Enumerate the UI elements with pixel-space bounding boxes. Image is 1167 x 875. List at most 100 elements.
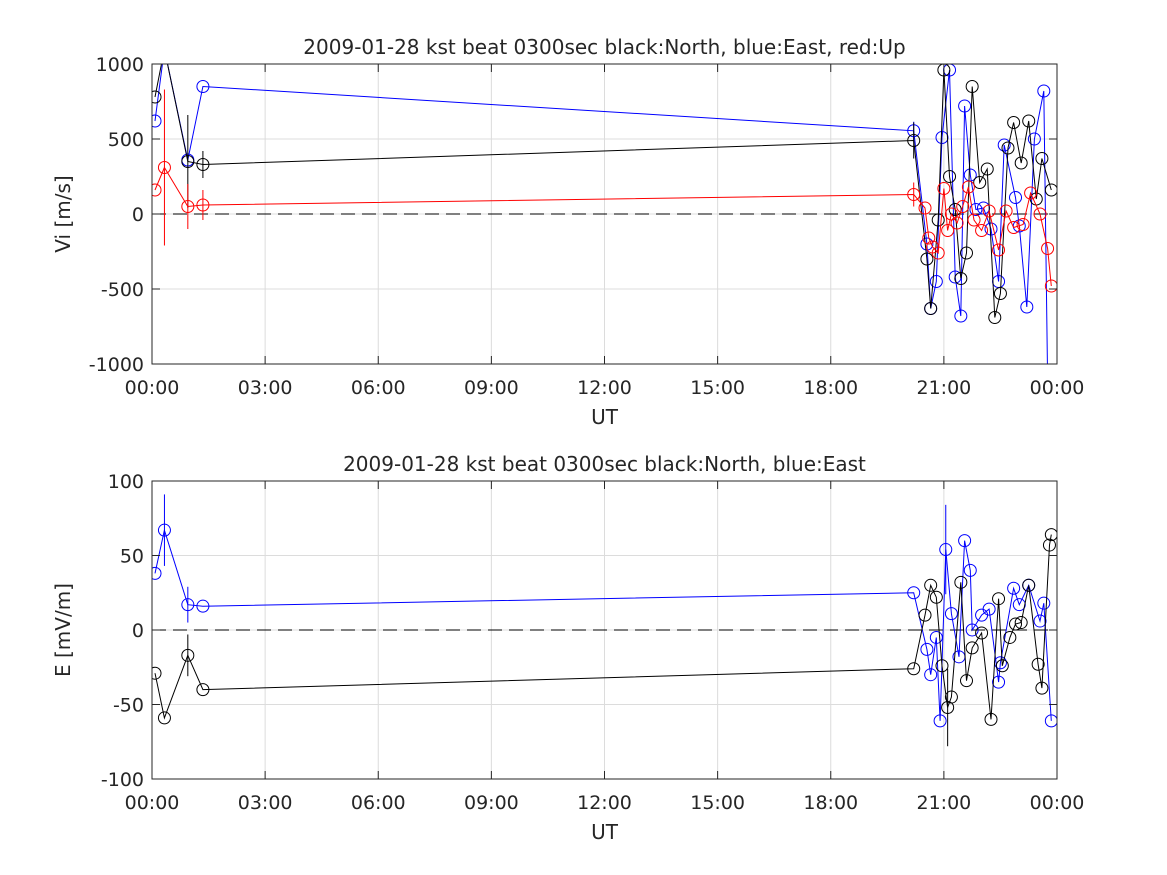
east-point bbox=[196, 80, 210, 93]
north-point bbox=[944, 690, 958, 704]
north-point bbox=[181, 648, 195, 662]
up-point bbox=[1041, 242, 1055, 255]
north-point bbox=[995, 659, 1009, 673]
x-axis-label: UT bbox=[591, 405, 619, 429]
north-point bbox=[1014, 156, 1028, 170]
north-point bbox=[1031, 657, 1045, 671]
north-point bbox=[1009, 617, 1023, 631]
north-point bbox=[965, 641, 979, 655]
north-point bbox=[181, 155, 195, 168]
east-point bbox=[1009, 191, 1023, 204]
up-point bbox=[950, 216, 964, 230]
up-point bbox=[1016, 218, 1030, 231]
y-tick-label: 0 bbox=[132, 620, 144, 642]
north-point bbox=[920, 252, 934, 266]
y-tick-label: -100 bbox=[101, 769, 144, 791]
x-tick-label: 00:00 bbox=[125, 377, 180, 399]
east-point bbox=[152, 114, 162, 128]
north-point bbox=[960, 674, 973, 688]
north-point bbox=[157, 711, 171, 725]
east-point bbox=[982, 602, 996, 616]
north-point bbox=[907, 134, 921, 147]
series-group bbox=[152, 64, 1057, 364]
north-point bbox=[954, 575, 968, 589]
east-point bbox=[920, 642, 934, 656]
series-group bbox=[152, 494, 1057, 747]
east-point bbox=[1020, 300, 1034, 314]
north-point bbox=[924, 302, 938, 315]
north-point bbox=[1022, 578, 1036, 592]
up-point bbox=[1033, 207, 1047, 221]
east-point bbox=[997, 138, 1011, 152]
north-point bbox=[975, 626, 989, 640]
north-point bbox=[907, 662, 921, 676]
x-tick-label: 18:00 bbox=[803, 377, 858, 399]
north-point bbox=[943, 170, 957, 183]
up-point bbox=[941, 224, 955, 237]
east-point bbox=[992, 675, 1006, 689]
x-tick-label: 06:00 bbox=[351, 792, 406, 814]
x-tick-label: 03:00 bbox=[238, 377, 293, 399]
x-tick-label: 18:00 bbox=[803, 792, 858, 814]
east-point bbox=[1033, 614, 1047, 628]
east-series-line bbox=[154, 528, 1052, 721]
east-point bbox=[958, 99, 972, 113]
east-point bbox=[939, 543, 953, 557]
north-point bbox=[973, 176, 987, 189]
east-point bbox=[924, 668, 938, 682]
north-point bbox=[152, 90, 162, 104]
up-series-line bbox=[154, 166, 1052, 287]
x-tick-label: 00:00 bbox=[1030, 792, 1085, 814]
north-point bbox=[1007, 116, 1021, 129]
up-point bbox=[967, 213, 981, 227]
x-tick-label: 09:00 bbox=[464, 792, 519, 814]
velocity-panel: 00:00 03:00 06:00 09:00 12:00 15:00 18:00 21:00… bbox=[51, 35, 1084, 429]
north-point bbox=[965, 80, 979, 93]
up-point bbox=[975, 224, 989, 237]
x-tick-label: 12:00 bbox=[577, 792, 632, 814]
x-tick-label: 21:00 bbox=[916, 792, 971, 814]
east-point bbox=[929, 630, 943, 644]
east-point bbox=[965, 623, 979, 637]
north-point bbox=[954, 272, 968, 285]
north-point bbox=[937, 64, 951, 77]
x-tick-label: 12:00 bbox=[577, 377, 632, 399]
north-point bbox=[196, 683, 210, 697]
x-tick-label: 03:00 bbox=[238, 792, 293, 814]
north-point bbox=[1044, 528, 1057, 542]
y-tick-label: 50 bbox=[120, 546, 144, 568]
electric-field-panel: 00:00 03:00 06:00 09:00 12:00 15:00 18:00 21:00… bbox=[51, 452, 1084, 844]
east-point bbox=[929, 275, 943, 288]
y-tick-label: -50 bbox=[113, 695, 144, 717]
north-point bbox=[988, 311, 1002, 324]
x-tick-label: 15:00 bbox=[690, 377, 745, 399]
north-point bbox=[935, 659, 949, 673]
up-point bbox=[937, 182, 951, 195]
east-point bbox=[1037, 596, 1051, 610]
up-point bbox=[1007, 221, 1021, 234]
east-point bbox=[157, 523, 171, 537]
y-tick-label: 500 bbox=[108, 129, 144, 151]
up-point bbox=[999, 204, 1013, 218]
up-point bbox=[961, 180, 975, 194]
up-point bbox=[152, 183, 162, 197]
y-tick-label: -1000 bbox=[89, 354, 144, 376]
north-point bbox=[960, 246, 973, 260]
up-point bbox=[931, 246, 945, 260]
north-point bbox=[918, 608, 932, 622]
y-tick-label: 100 bbox=[108, 471, 144, 493]
y-tick-label: 1000 bbox=[96, 54, 144, 76]
x-tick-label: 15:00 bbox=[690, 792, 745, 814]
east-point bbox=[152, 566, 162, 580]
north-series-line bbox=[154, 534, 1052, 720]
north-point bbox=[1014, 616, 1028, 630]
y-axis-label: E [mV/m] bbox=[51, 583, 75, 677]
east-point bbox=[1007, 581, 1021, 595]
north-point bbox=[1001, 141, 1015, 155]
east-point bbox=[1027, 132, 1041, 146]
up-point bbox=[181, 200, 195, 213]
up-point bbox=[982, 204, 996, 218]
north-point bbox=[1044, 183, 1057, 197]
x-axis-label: UT bbox=[591, 820, 619, 844]
